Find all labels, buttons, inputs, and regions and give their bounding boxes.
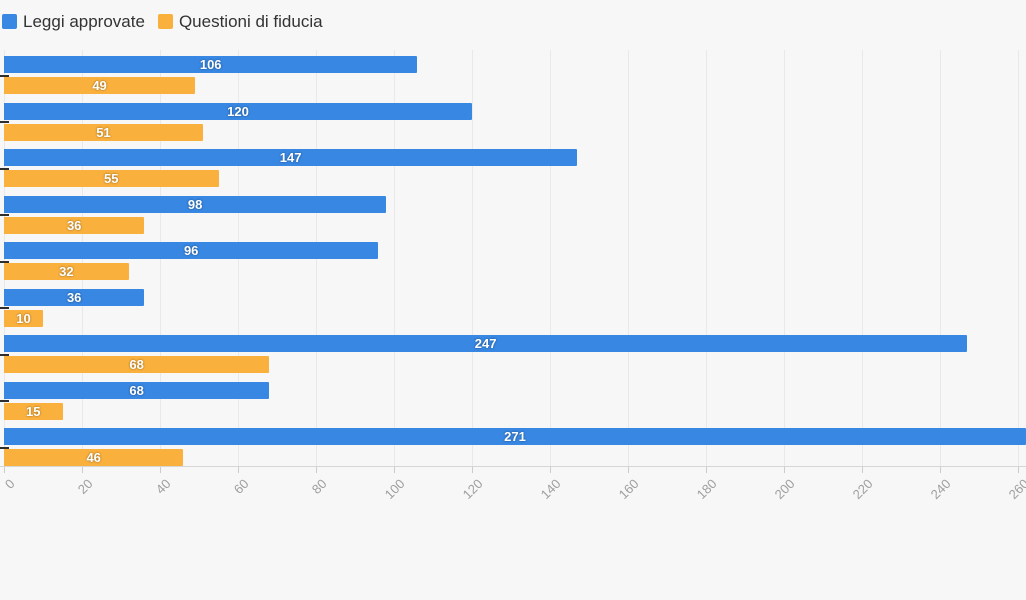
legend-item-questioni-di-fiducia[interactable]: Questioni di fiducia: [157, 12, 323, 31]
x-axis-tick: [238, 467, 239, 473]
bar-value-label: 55: [104, 171, 119, 186]
x-axis-tick-label: 60: [230, 476, 252, 497]
y-axis-category-tick: [0, 260, 9, 263]
bar-leggi-approvate[interactable]: 98: [4, 195, 387, 213]
bar-leggi-approvate[interactable]: 271: [4, 428, 1026, 445]
bar-leggi-approvate[interactable]: 120: [4, 102, 472, 120]
bar-questioni-di-fiducia[interactable]: 55: [4, 170, 219, 187]
x-axis-tick-label: 20: [74, 476, 96, 497]
x-axis-tick-label: 200: [771, 476, 798, 502]
bar-questioni-di-fiducia[interactable]: 36: [4, 216, 145, 234]
legend-swatch-orange-icon: [157, 14, 173, 29]
legend-label: Leggi approvate: [23, 12, 145, 31]
bar-value-label: 15: [26, 403, 41, 419]
bar-value-label: 36: [66, 289, 82, 305]
x-axis-tick-label: 220: [849, 476, 876, 502]
bar-value-label: 147: [279, 150, 302, 165]
gridline: [394, 50, 395, 466]
x-axis-tick-label: 260: [1005, 476, 1026, 502]
x-axis-tick: [82, 467, 83, 473]
bar-leggi-approvate[interactable]: 68: [4, 381, 270, 399]
x-axis-tick: [550, 467, 551, 473]
x-axis-tick: [1018, 467, 1019, 473]
gridline: [1018, 50, 1019, 466]
bar-value-label: 51: [96, 124, 111, 140]
x-axis-tick-label: 40: [152, 476, 174, 497]
bar-questioni-di-fiducia[interactable]: 51: [4, 123, 203, 141]
bar-value-label: 106: [199, 57, 222, 72]
legend-label: Questioni di fiducia: [178, 12, 323, 31]
gridline: [862, 50, 863, 466]
bar-value-label: 46: [86, 450, 101, 465]
bar-value-label: 68: [129, 382, 144, 398]
y-axis-category-tick: [0, 307, 9, 309]
x-axis-tick-label: 240: [927, 476, 954, 502]
y-axis-category-tick: [0, 74, 9, 77]
bar-value-label: 32: [59, 264, 74, 279]
x-axis-line: [0, 466, 1026, 467]
bar-value-label: 120: [227, 103, 249, 119]
x-axis-tick: [160, 467, 161, 473]
x-axis-tick: [628, 467, 629, 473]
bar-leggi-approvate[interactable]: 96: [4, 242, 379, 259]
gridline: [550, 50, 551, 466]
x-axis-tick: [394, 467, 395, 473]
y-axis-category-tick: [0, 167, 9, 170]
x-axis-tick-label: 180: [693, 476, 720, 502]
x-axis-tick: [784, 467, 785, 473]
x-axis-tick: [472, 467, 473, 473]
y-axis-category-tick: [0, 121, 9, 123]
bar-leggi-approvate[interactable]: 36: [4, 288, 145, 306]
y-axis-category-tick: [0, 353, 9, 356]
x-axis-tick-label: 100: [381, 476, 408, 502]
y-axis-category-tick: [0, 400, 9, 402]
bar-questioni-di-fiducia[interactable]: 49: [4, 77, 196, 94]
bar-leggi-approvate[interactable]: 147: [4, 149, 578, 166]
y-axis-category-tick: [0, 446, 9, 449]
bar-leggi-approvate[interactable]: 247: [4, 335, 968, 352]
x-axis-tick-label: 160: [615, 476, 642, 502]
x-axis-tick-label: 0: [1, 476, 18, 492]
bar-questioni-di-fiducia[interactable]: 68: [4, 356, 270, 373]
x-axis-tick: [316, 467, 317, 473]
x-axis-tick: [4, 467, 5, 473]
bar-value-label: 49: [92, 78, 107, 93]
x-axis-tick-label: 120: [459, 476, 486, 502]
bar-value-label: 271: [504, 429, 526, 444]
bar-questioni-di-fiducia[interactable]: 15: [4, 402, 63, 420]
y-axis-category-tick: [0, 214, 9, 216]
gridline: [706, 50, 707, 466]
bar-value-label: 68: [129, 357, 144, 372]
bar-leggi-approvate[interactable]: 106: [4, 56, 418, 73]
x-axis-tick: [862, 467, 863, 473]
gridline: [940, 50, 941, 466]
gridline: [628, 50, 629, 466]
bar-questioni-di-fiducia[interactable]: 46: [4, 449, 184, 466]
gridline: [784, 50, 785, 466]
legend-swatch-blue-icon: [2, 14, 17, 29]
x-axis-tick: [706, 467, 707, 473]
bar-questioni-di-fiducia[interactable]: 32: [4, 263, 129, 280]
gridline: [472, 50, 473, 466]
bar-value-label: 10: [16, 310, 31, 326]
x-axis-tick-label: 140: [537, 476, 564, 502]
legend: Leggi approvate Questioni di fiducia: [2, 13, 323, 30]
bar-value-label: 36: [66, 217, 82, 233]
bar-value-label: 247: [474, 336, 497, 351]
bar-value-label: 98: [187, 196, 203, 212]
x-axis-tick-label: 80: [308, 476, 330, 497]
bar-value-label: 96: [183, 243, 199, 258]
x-axis-tick: [940, 467, 941, 473]
legend-item-leggi-approvate[interactable]: Leggi approvate: [2, 13, 145, 30]
bar-questioni-di-fiducia[interactable]: 10: [4, 309, 43, 327]
